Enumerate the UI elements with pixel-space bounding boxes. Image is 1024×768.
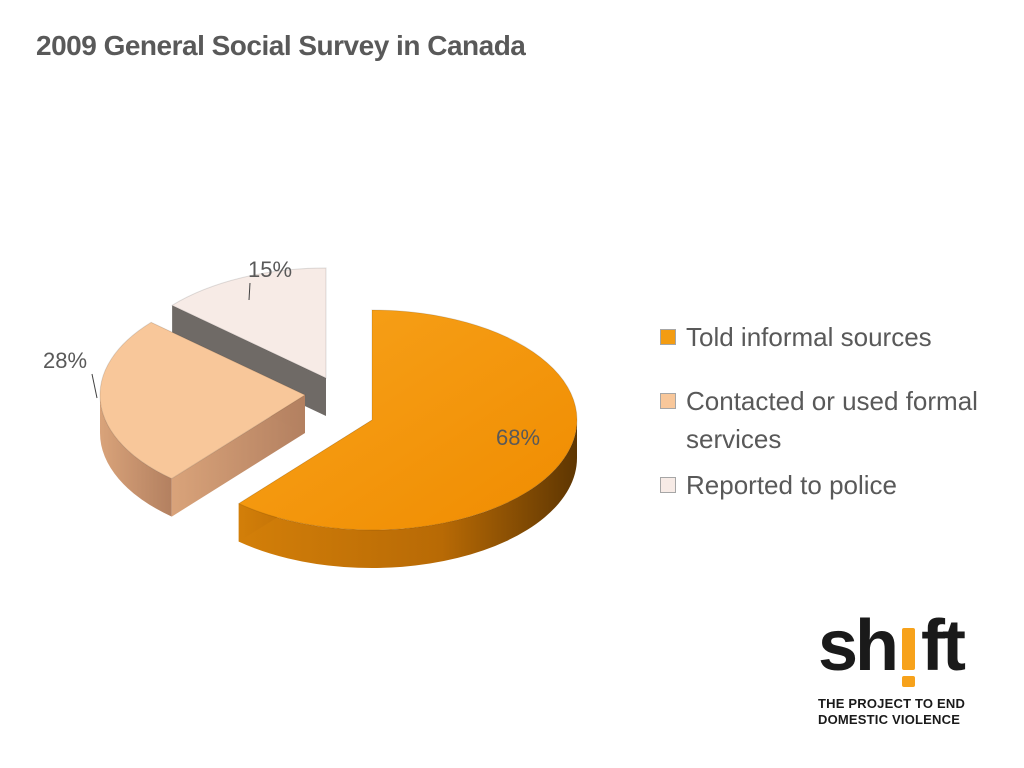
logo-tagline: THE PROJECT TO END DOMESTIC VIOLENCE bbox=[818, 696, 988, 728]
leader-line-formal bbox=[91, 373, 98, 399]
pie-top-police bbox=[171, 267, 327, 379]
pie-top-formal bbox=[99, 321, 307, 480]
logo-word-part1: sh bbox=[818, 606, 899, 686]
logo-exclamation-dot bbox=[902, 676, 915, 687]
data-label-formal: 28% bbox=[43, 348, 87, 373]
pie-side-formal bbox=[100, 395, 172, 517]
legend-item-formal: Contacted or used formal services bbox=[658, 382, 998, 458]
slide-title: 2009 General Social Survey in Canada bbox=[36, 30, 526, 61]
data-label-police: 15% bbox=[248, 257, 292, 282]
logo-word-part2: ft bbox=[921, 606, 966, 686]
legend-label-informal: Told informal sources bbox=[686, 322, 932, 352]
logo-wordmark: sh ft bbox=[818, 606, 988, 692]
logo-exclamation-bar bbox=[902, 628, 915, 670]
legend-swatch-informal bbox=[660, 329, 676, 345]
data-label-informal: 68% bbox=[496, 425, 540, 450]
legend-swatch-police bbox=[660, 477, 676, 493]
legend-label-formal: Contacted or used formal services bbox=[686, 386, 978, 454]
logo-tagline-line2: DOMESTIC VIOLENCE bbox=[818, 712, 961, 727]
leader-line-police bbox=[248, 282, 251, 301]
legend-item-police: Reported to police bbox=[658, 466, 998, 504]
pie-slice-informal bbox=[237, 309, 578, 569]
legend-label-police: Reported to police bbox=[686, 470, 898, 500]
legend-swatch-formal bbox=[660, 393, 676, 409]
shift-logo: sh ft THE PROJECT TO END DOMESTIC VIOLEN… bbox=[818, 606, 988, 728]
legend-item-informal: Told informal sources bbox=[658, 318, 998, 356]
chart-legend: Told informal sources Contacted or used … bbox=[658, 318, 998, 504]
pie-cut-formal-0 bbox=[171, 395, 305, 517]
logo-tagline-line1: THE PROJECT TO END bbox=[818, 696, 966, 711]
pie-slice-formal bbox=[99, 321, 307, 517]
pie-side-informal bbox=[238, 420, 578, 569]
pie-top-informal bbox=[237, 309, 578, 531]
